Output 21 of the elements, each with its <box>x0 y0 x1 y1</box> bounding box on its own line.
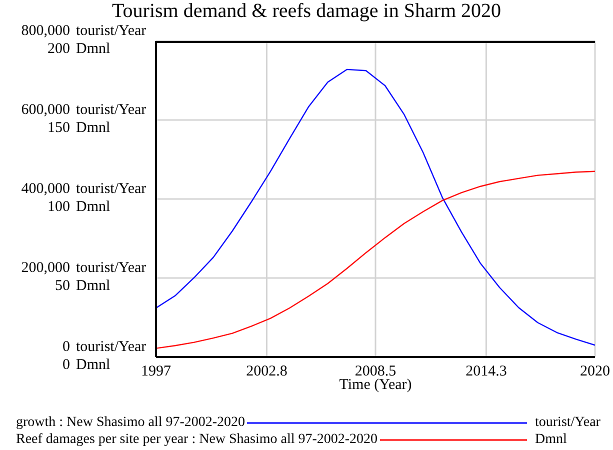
y2-tick-label: 200 Dmnl <box>48 41 110 58</box>
x-tick-label: 2020 <box>580 364 610 380</box>
x-tick-label: 2014.3 <box>466 364 507 380</box>
y2-tick-label: 50 Dmnl <box>55 278 110 294</box>
y2-tick-label: 100 Dmnl <box>48 199 110 216</box>
text: Dmnl <box>535 431 568 448</box>
y-tick-label: 800,000 tourist/Year <box>21 23 146 40</box>
y2-tick-label: 150 Dmnl <box>48 120 110 136</box>
x-axis-title: Time (Year) <box>339 377 412 393</box>
x-tick-label: 2008.5 <box>354 364 396 380</box>
y-tick-label: 600,000 tourist/Year <box>21 102 146 118</box>
y-tick-label: 0 tourist/Year <box>62 339 146 356</box>
x-tick-label: 1997 <box>141 364 172 380</box>
y-tick-label: 400,000 tourist/Year <box>21 181 146 198</box>
chart-title: Tourism demand & reefs damage in Sharm 2020 <box>110 0 502 23</box>
y2-tick-label: 0 Dmnl <box>62 357 110 374</box>
legend-label: growth : New Shasimo all 97-2002-2020 <box>16 414 246 431</box>
x-tick-label: 2002.8 <box>246 364 288 380</box>
text: tourist/Year <box>535 414 602 431</box>
legend-label: Reef damages per site per year : New Shasimo all 97-2002-2020 <box>16 431 378 448</box>
y-tick-label: 200,000 tourist/Year <box>21 260 146 276</box>
